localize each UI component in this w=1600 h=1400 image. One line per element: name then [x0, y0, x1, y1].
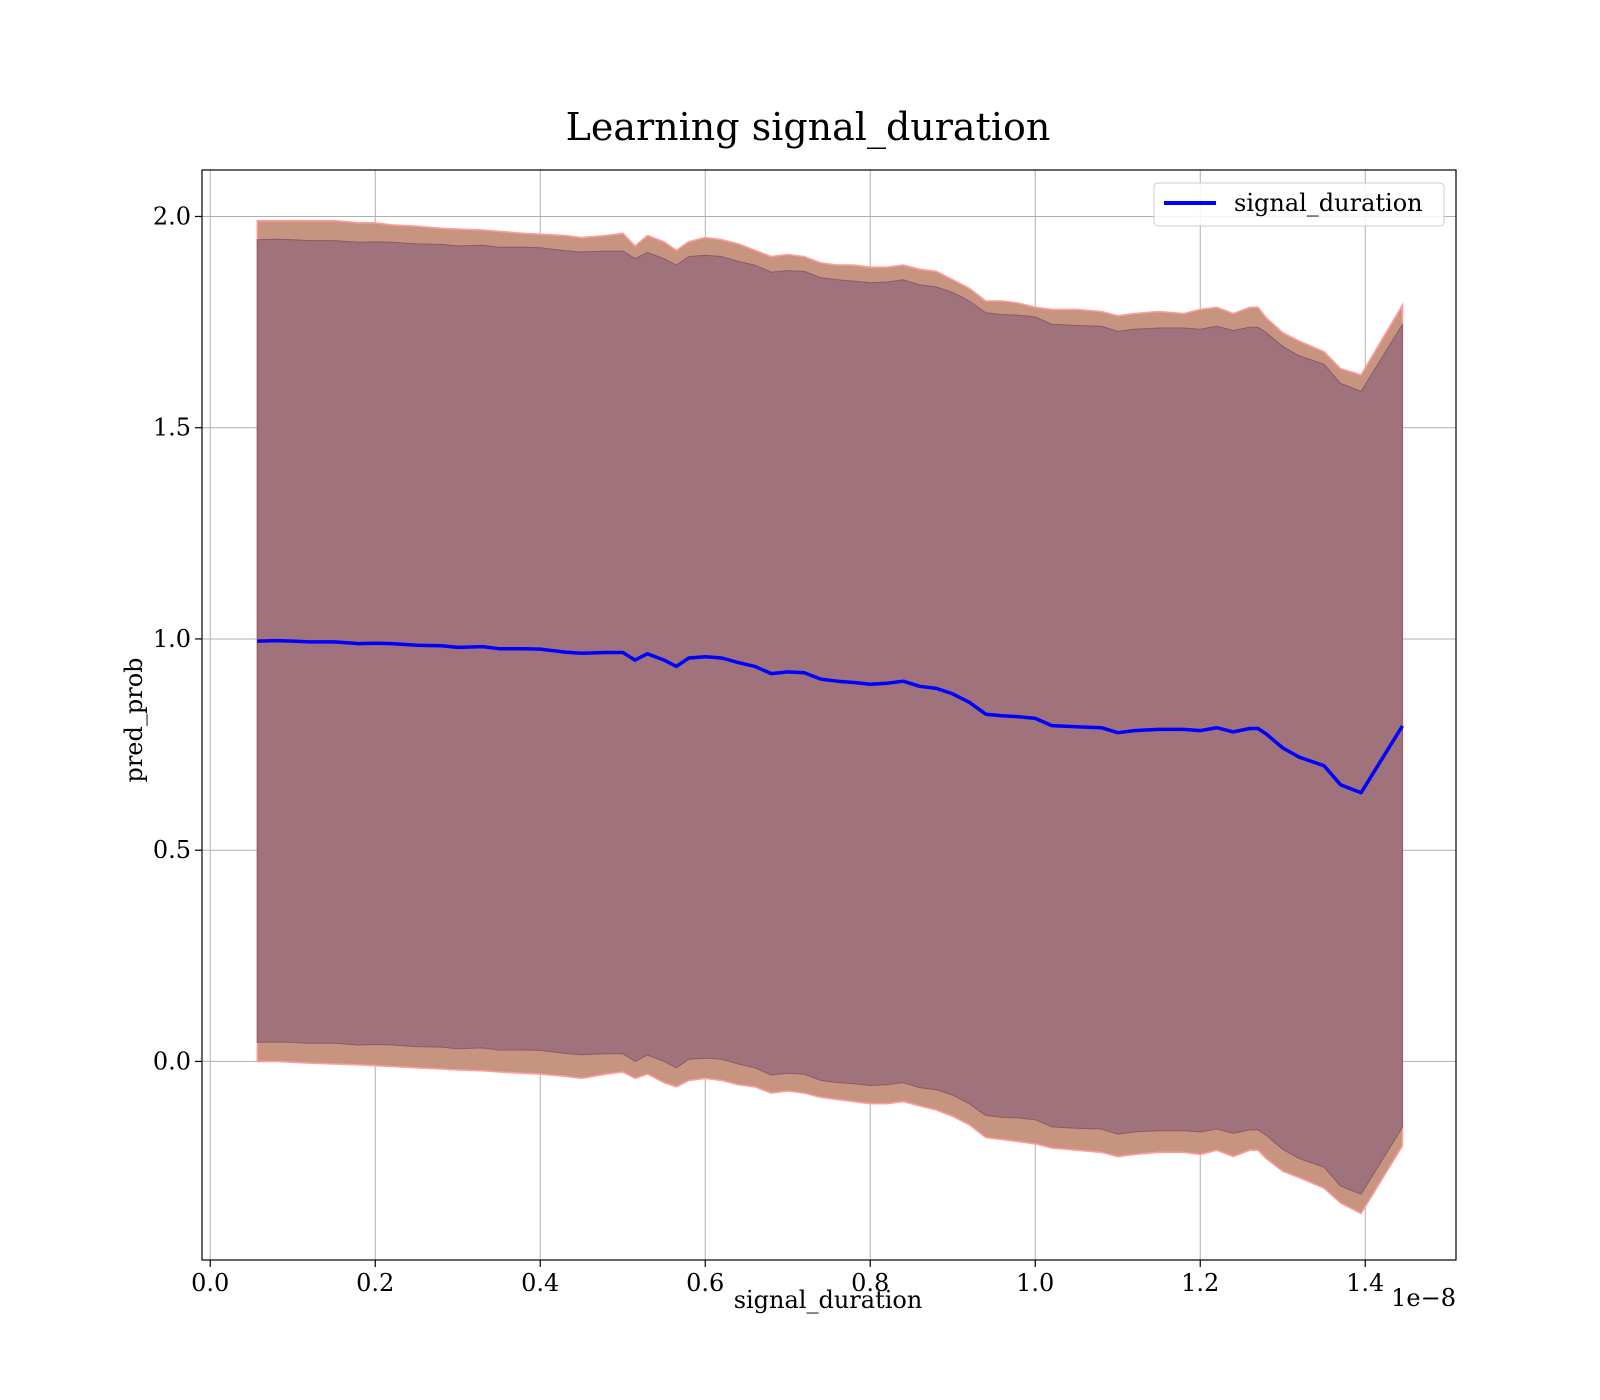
- x-tick-label: 1.4: [1346, 1269, 1384, 1297]
- x-tick-label: 0.0: [191, 1269, 229, 1297]
- y-tick-label: 0.0: [153, 1047, 191, 1075]
- series-line-signal-duration: [257, 638, 1404, 795]
- legend: signal_duration: [1153, 182, 1445, 227]
- y-tick-label: 0.5: [153, 836, 191, 864]
- y-tick-label: 1.0: [153, 625, 191, 653]
- x-tick-label: 0.8: [851, 1269, 889, 1297]
- legend-box: [1153, 182, 1445, 227]
- band-layer: [256, 219, 1404, 1215]
- x-tick-label: 0.4: [521, 1269, 559, 1297]
- plot-frame: [201, 169, 1457, 1261]
- y-axis-label: pred_prob: [120, 657, 148, 782]
- x-tick-label: 1.2: [1181, 1269, 1219, 1297]
- chart-title: Learning signal_duration: [566, 105, 1051, 150]
- x-tick-label: 0.6: [686, 1269, 724, 1297]
- x-tick-label: 0.2: [356, 1269, 394, 1297]
- legend-label: signal_duration: [1234, 189, 1423, 217]
- x-offset-text: 1e−8: [1391, 1284, 1456, 1312]
- x-axis-label: signal_duration: [734, 1286, 923, 1314]
- inner-confidence-band: [256, 238, 1403, 1195]
- x-tick-label: 1.0: [1016, 1269, 1054, 1297]
- line-layer: [257, 638, 1404, 795]
- y-tick-label: 1.5: [153, 414, 191, 442]
- tick-layer: 0.0 0.2 0.4 0.6 0.8 1.0 1.2 1.4 0.0 0.5 1.0 1.5 2.0: [153, 202, 1385, 1297]
- y-tick-label: 2.0: [153, 202, 191, 230]
